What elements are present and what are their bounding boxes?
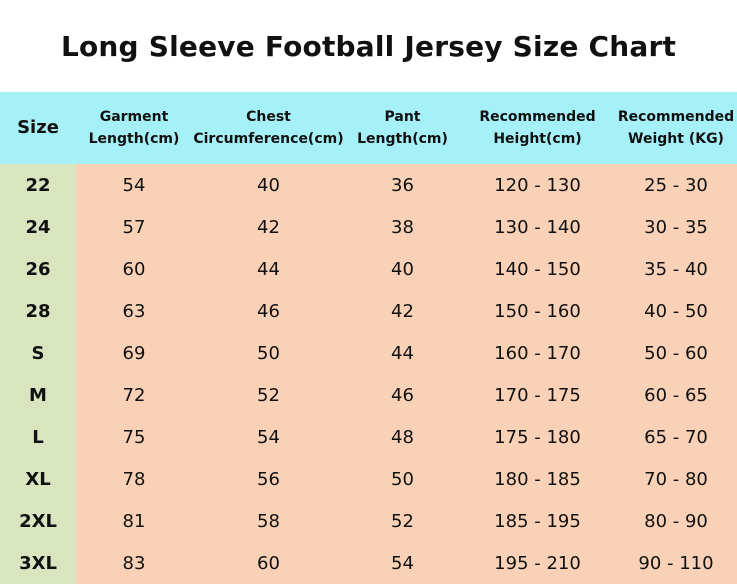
recommended-weight-cell: 25 - 30 [615,164,737,206]
recommended-height-cell: 180 - 185 [460,458,615,500]
pant-length-cell: 54 [345,542,460,584]
chest-circumference-cell: 50 [192,332,345,374]
chest-circumference-cell: 56 [192,458,345,500]
garment-length-cell: 54 [76,164,192,206]
recommended-weight-cell: 50 - 60 [615,332,737,374]
garment-length-cell: 81 [76,500,192,542]
pant-length-cell: 52 [345,500,460,542]
pant-length-cell: 40 [345,248,460,290]
recommended-height-cell: 130 - 140 [460,206,615,248]
header-size: Size [0,92,76,164]
size-cell: L [0,416,76,458]
pant-length-cell: 38 [345,206,460,248]
garment-length-cell: 57 [76,206,192,248]
recommended-height-cell: 150 - 160 [460,290,615,332]
title-area: Long Sleeve Football Jersey Size Chart [0,0,737,92]
size-cell: 3XL [0,542,76,584]
header-recommended-weight: Recommended Weight (KG) [615,92,737,164]
size-cell: S [0,332,76,374]
pant-length-cell: 42 [345,290,460,332]
chest-circumference-cell: 44 [192,248,345,290]
chest-circumference-cell: 46 [192,290,345,332]
garment-length-cell: 83 [76,542,192,584]
recommended-height-cell: 170 - 175 [460,374,615,416]
size-cell: XL [0,458,76,500]
header-recommended-height: Recommended Height(cm) [460,92,615,164]
size-cell: 26 [0,248,76,290]
size-cell: 22 [0,164,76,206]
garment-length-cell: 72 [76,374,192,416]
size-cell: 28 [0,290,76,332]
size-chart-table: Size Garment Length(cm) Chest Circumfere… [0,92,737,584]
header-garment-length: Garment Length(cm) [76,92,192,164]
header-pant-length: Pant Length(cm) [345,92,460,164]
pant-length-cell: 46 [345,374,460,416]
chest-circumference-cell: 54 [192,416,345,458]
garment-length-cell: 60 [76,248,192,290]
recommended-weight-cell: 70 - 80 [615,458,737,500]
garment-length-cell: 75 [76,416,192,458]
recommended-weight-cell: 60 - 65 [615,374,737,416]
recommended-height-cell: 160 - 170 [460,332,615,374]
recommended-height-cell: 120 - 130 [460,164,615,206]
chest-circumference-cell: 52 [192,374,345,416]
recommended-weight-cell: 80 - 90 [615,500,737,542]
recommended-height-cell: 175 - 180 [460,416,615,458]
header-chest-circumference: Chest Circumference(cm) [192,92,345,164]
recommended-weight-cell: 35 - 40 [615,248,737,290]
chest-circumference-cell: 60 [192,542,345,584]
recommended-weight-cell: 30 - 35 [615,206,737,248]
pant-length-cell: 36 [345,164,460,206]
chest-circumference-cell: 42 [192,206,345,248]
recommended-weight-cell: 40 - 50 [615,290,737,332]
recommended-height-cell: 195 - 210 [460,542,615,584]
size-cell: 24 [0,206,76,248]
pant-length-cell: 50 [345,458,460,500]
recommended-height-cell: 140 - 150 [460,248,615,290]
garment-length-cell: 63 [76,290,192,332]
recommended-weight-cell: 65 - 70 [615,416,737,458]
garment-length-cell: 69 [76,332,192,374]
chest-circumference-cell: 40 [192,164,345,206]
garment-length-cell: 78 [76,458,192,500]
pant-length-cell: 48 [345,416,460,458]
size-cell: M [0,374,76,416]
page-title: Long Sleeve Football Jersey Size Chart [60,29,677,63]
size-cell: 2XL [0,500,76,542]
recommended-weight-cell: 90 - 110 [615,542,737,584]
pant-length-cell: 44 [345,332,460,374]
recommended-height-cell: 185 - 195 [460,500,615,542]
chest-circumference-cell: 58 [192,500,345,542]
